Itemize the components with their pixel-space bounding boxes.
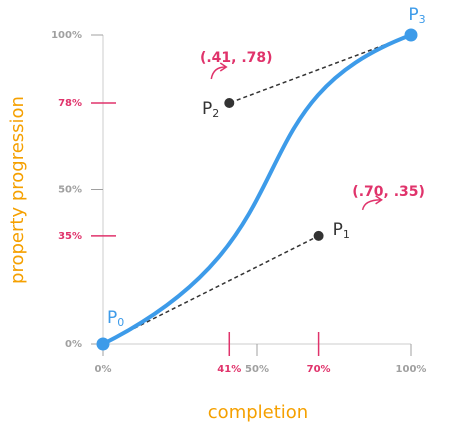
point-name: P — [107, 308, 117, 328]
annotation-arrow — [361, 199, 381, 211]
arrow-head — [219, 62, 228, 72]
point-label: P3 — [408, 5, 425, 26]
x-axis-label: completion — [208, 402, 308, 423]
y-tick-label: 78% — [58, 98, 82, 109]
point-label: P2 — [202, 99, 219, 120]
point-name: P — [408, 5, 418, 25]
arrow-head — [375, 195, 383, 205]
annotation: (.70, .35) — [352, 184, 425, 200]
y-tick-label: 50% — [58, 185, 82, 196]
y-tick-label: 100% — [51, 30, 82, 41]
point-subscript: 0 — [117, 316, 124, 329]
annotation: (.41, .78) — [200, 50, 273, 66]
point-label: P1 — [333, 220, 350, 241]
point-name: P — [333, 220, 343, 240]
point-subscript: 2 — [212, 107, 219, 120]
x-tick-label: 0% — [95, 364, 112, 375]
y-tick-label: 0% — [65, 339, 82, 350]
y-tick-label: 35% — [58, 231, 82, 242]
control-point — [313, 230, 324, 241]
point-label: P0 — [107, 308, 124, 329]
control-point — [404, 28, 418, 42]
point-subscript: 3 — [419, 13, 426, 26]
point-name: P — [202, 99, 212, 119]
control-point — [96, 337, 110, 351]
x-tick-label: 70% — [307, 364, 331, 375]
bezier-curve — [102, 33, 412, 346]
x-tick-label: 41% — [217, 364, 241, 375]
control-line — [229, 34, 412, 104]
y-axis-label: property progression — [7, 96, 28, 284]
control-line — [102, 235, 319, 345]
x-tick-label: 50% — [245, 364, 269, 375]
point-subscript: 1 — [343, 228, 350, 241]
x-tick-label: 100% — [396, 364, 427, 375]
annotation-arrow — [210, 66, 226, 80]
control-point — [224, 97, 235, 108]
